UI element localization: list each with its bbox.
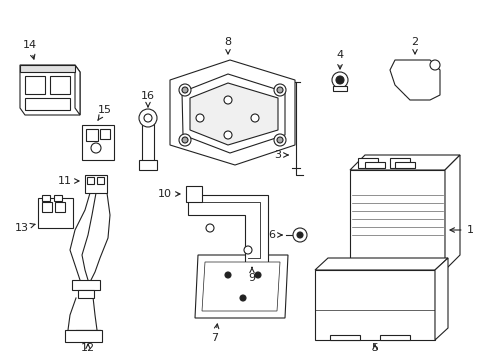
Polygon shape <box>20 65 75 72</box>
Polygon shape <box>434 258 447 340</box>
Bar <box>42 195 50 201</box>
Text: 11: 11 <box>58 176 79 186</box>
Bar <box>42 202 52 212</box>
Text: 3: 3 <box>274 150 287 160</box>
Polygon shape <box>187 195 267 265</box>
Circle shape <box>276 137 283 143</box>
Text: 13: 13 <box>15 223 35 233</box>
Bar <box>357 158 377 168</box>
Bar <box>54 195 62 201</box>
Circle shape <box>224 131 231 139</box>
Polygon shape <box>170 60 294 165</box>
Circle shape <box>179 84 191 96</box>
Circle shape <box>196 114 203 122</box>
Bar <box>38 198 73 228</box>
Bar <box>142 120 154 162</box>
Circle shape <box>91 143 101 153</box>
Text: 12: 12 <box>81 343 95 353</box>
Circle shape <box>335 76 343 84</box>
Bar <box>86 129 98 141</box>
Text: 14: 14 <box>23 40 37 59</box>
Text: 1: 1 <box>449 225 472 235</box>
Polygon shape <box>75 65 80 115</box>
Text: 7: 7 <box>211 324 218 343</box>
Bar <box>314 270 434 340</box>
Text: 10: 10 <box>158 189 180 199</box>
Bar <box>332 86 346 91</box>
Polygon shape <box>444 155 459 270</box>
Bar <box>100 129 110 139</box>
Circle shape <box>179 134 191 146</box>
Bar <box>25 98 70 110</box>
Text: 4: 4 <box>336 50 343 69</box>
Polygon shape <box>78 290 94 298</box>
Polygon shape <box>389 60 439 100</box>
Polygon shape <box>72 280 100 290</box>
Bar <box>82 125 114 160</box>
Text: 15: 15 <box>98 105 112 120</box>
Text: 6: 6 <box>268 230 282 240</box>
Circle shape <box>292 228 306 242</box>
Circle shape <box>296 232 303 238</box>
Polygon shape <box>65 330 102 342</box>
Polygon shape <box>182 74 285 153</box>
Bar <box>55 202 65 212</box>
Text: 8: 8 <box>224 37 231 54</box>
Polygon shape <box>349 155 459 170</box>
Circle shape <box>331 72 347 88</box>
Bar <box>389 158 409 168</box>
Circle shape <box>240 295 245 301</box>
Circle shape <box>224 272 230 278</box>
Circle shape <box>139 109 157 127</box>
Bar <box>25 76 45 94</box>
Polygon shape <box>379 335 409 340</box>
Text: 16: 16 <box>141 91 155 107</box>
Text: 9: 9 <box>248 267 255 283</box>
Polygon shape <box>202 262 280 311</box>
Polygon shape <box>195 255 287 318</box>
Bar <box>139 160 157 170</box>
Circle shape <box>276 87 283 93</box>
Circle shape <box>273 84 285 96</box>
Text: 5: 5 <box>371 343 378 353</box>
Text: 2: 2 <box>410 37 418 54</box>
Circle shape <box>182 87 187 93</box>
Circle shape <box>429 60 439 70</box>
Polygon shape <box>329 335 359 340</box>
Bar <box>50 76 70 94</box>
Circle shape <box>273 134 285 146</box>
Polygon shape <box>364 162 384 168</box>
Bar <box>349 170 444 270</box>
Bar <box>97 177 104 184</box>
Bar <box>87 177 94 184</box>
Circle shape <box>244 246 251 254</box>
Polygon shape <box>20 65 80 115</box>
Circle shape <box>205 224 214 232</box>
Polygon shape <box>190 83 278 145</box>
Bar <box>185 186 202 202</box>
Circle shape <box>250 114 259 122</box>
Polygon shape <box>314 258 447 270</box>
Circle shape <box>254 272 261 278</box>
Circle shape <box>182 137 187 143</box>
Circle shape <box>143 114 152 122</box>
Circle shape <box>224 96 231 104</box>
Polygon shape <box>394 162 414 168</box>
Bar <box>85 175 107 193</box>
